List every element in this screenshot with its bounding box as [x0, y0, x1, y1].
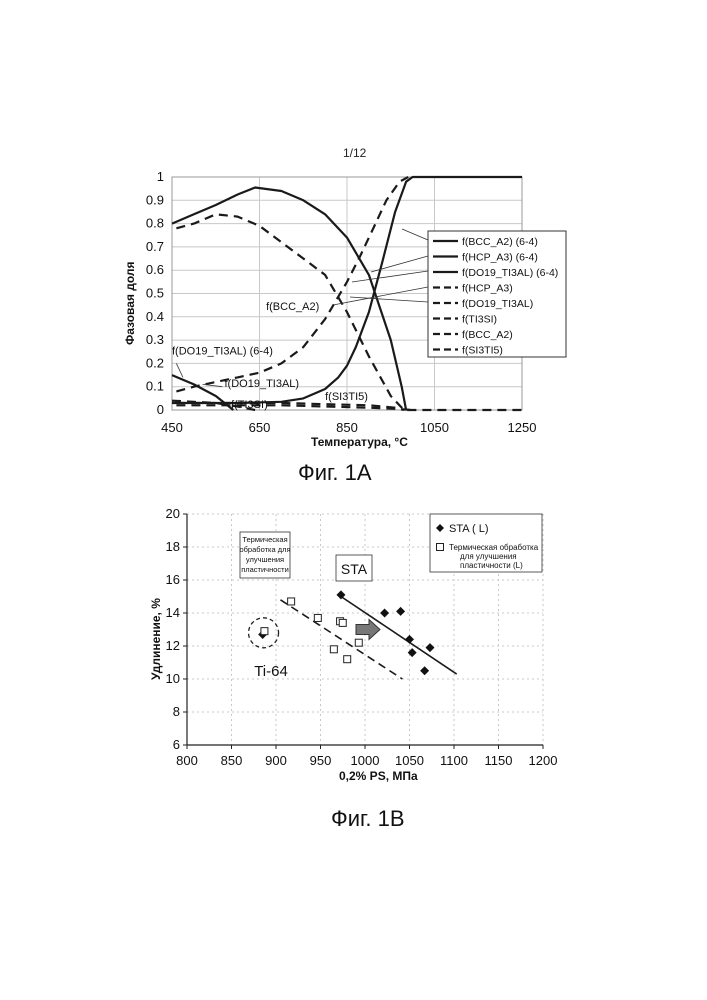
chart-a-ytick: 0.4 [146, 309, 164, 324]
chart-a-ytick: 0 [157, 402, 164, 417]
chart-a-annotation: f(DO19_TI3AL) (6-4) [172, 345, 273, 357]
chart-b-ytick: 8 [173, 704, 180, 719]
page-number: 1/12 [343, 146, 367, 160]
chart-a-ytick: 0.2 [146, 355, 164, 370]
boxed-note-line: пластичности [241, 565, 289, 574]
chart-b-point-sta [425, 643, 434, 652]
chart-a-xtick: 450 [161, 420, 183, 435]
chart-a-legend-label: f(HCP_A3) (6-4) [462, 252, 538, 264]
figure-page: 1/12 0 0.1 0.2 0.3 0.4 0.5 0.6 0.7 0.8 0.9 1 450 65… [0, 0, 707, 1000]
chart-b-xtick: 950 [310, 753, 332, 768]
chart-a-legend-label: f(BCC_A2) [462, 329, 513, 341]
boxed-note-line: Термическая [242, 535, 287, 544]
chart-a-leader-line [402, 229, 428, 240]
chart-b-point-ductility [355, 639, 362, 646]
chart-b-point-ductility [344, 656, 351, 663]
chart-b-ytick: 6 [173, 737, 180, 752]
ti64-label: Ti-64 [254, 663, 288, 680]
chart-b-point-sta [405, 635, 414, 644]
chart-a-series-0 [172, 188, 406, 411]
chart-a-ytick: 0.3 [146, 332, 164, 347]
chart-b-xtick: 800 [176, 753, 198, 768]
chart-b-point-ductility [339, 619, 346, 626]
chart-b-xtick: 900 [265, 753, 287, 768]
chart-b-ytick: 14 [166, 605, 180, 620]
chart-b-legend-label: STA ( L) [449, 523, 489, 535]
chart-a-ytick: 0.1 [146, 379, 164, 394]
chart-a-leader-line [352, 271, 428, 282]
chart-b-trend-line-0 [341, 597, 457, 675]
chart-a-annotation: f(DO19_TI3AL) [225, 378, 300, 390]
chart-b-point-ductility [330, 646, 337, 653]
chart-a-leader-line [371, 256, 428, 272]
boxed-note-line: улучшения [246, 555, 284, 564]
chart-a-ytick: 0.6 [146, 262, 164, 277]
chart-a-legend-label: f(HCP_A3) [462, 283, 513, 295]
chart-a-legend-label: f(DO19_TI3AL) (6-4) [462, 267, 558, 279]
chart-b-ytick: 10 [166, 671, 180, 686]
elongation-vs-strength-chart: 6 8 10 12 14 16 18 20 800 850 900 950 1000 1050 1100 1… [149, 506, 557, 831]
chart-a-xtick: 1050 [420, 420, 449, 435]
chart-a-xtick: 1250 [508, 420, 537, 435]
boxed-note-line: обработка для [239, 545, 290, 554]
chart-b-point-ductility [314, 614, 321, 621]
chart-b-ylabel: Удлинение, % [149, 598, 163, 680]
chart-b-xtick: 1200 [529, 753, 558, 768]
chart-a-annotation: f(BCC_A2) [266, 301, 319, 313]
chart-b-point-sta [420, 666, 429, 675]
chart-b-point-ductility [261, 628, 268, 635]
chart-a-annotation: f(SI3TI5) [325, 391, 368, 403]
chart-a-annotation: f(TI3SI) [231, 399, 268, 411]
chart-a-ytick: 0.8 [146, 216, 164, 231]
chart-b-point-sta [396, 607, 405, 616]
chart-b-xtick: 1000 [351, 753, 380, 768]
chart-a-ytick: 0.5 [146, 286, 164, 301]
figure-1a-caption: Фиг. 1A [298, 460, 372, 485]
chart-b-ytick: 18 [166, 539, 180, 554]
chart-b-ytick: 20 [166, 506, 180, 521]
chart-a-series-4 [176, 177, 408, 391]
chart-a-xlabel: Температура, °C [311, 435, 408, 449]
sta-label: STA [341, 561, 368, 577]
chart-b-point-ductility [288, 598, 295, 605]
figure-1b-caption: Фиг. 1B [331, 806, 405, 831]
chart-b-legend: STA ( L)Термическая обработкадля улучшен… [430, 514, 542, 572]
shift-arrow-icon [356, 620, 380, 640]
chart-b-legend-swatch-ductility [437, 544, 444, 551]
chart-a-legend-label: f(TI3SI) [462, 314, 497, 326]
chart-a-ytick: 0.9 [146, 192, 164, 207]
chart-b-point-sta [380, 609, 389, 618]
chart-a-xtick: 850 [336, 420, 358, 435]
chart-b-ytick: 16 [166, 572, 180, 587]
chart-a-ylabel: Фазовая доля [123, 261, 137, 345]
chart-b-xtick: 850 [221, 753, 243, 768]
phase-fraction-chart: 0 0.1 0.2 0.3 0.4 0.5 0.6 0.7 0.8 0.9 1 450 650 850 1… [123, 169, 566, 485]
chart-a-legend-label: f(SI3TI5) [462, 345, 503, 357]
chart-b-xtick: 1100 [440, 753, 468, 768]
chart-b-xtick: 1050 [395, 753, 424, 768]
chart-a-legend-label: f(BCC_A2) (6-4) [462, 236, 538, 248]
chart-b-ytick: 12 [166, 638, 180, 653]
chart-b-xtick: 1150 [485, 753, 513, 768]
chart-a-ytick: 1 [157, 169, 164, 184]
chart-a-legend-label: f(DO19_TI3AL) [462, 298, 533, 310]
chart-b-xlabel: 0,2% PS, МПа [339, 769, 418, 783]
chart-a-xtick: 650 [249, 420, 271, 435]
chart-a-leader-line [176, 363, 183, 377]
chart-a-ytick: 0.7 [146, 239, 164, 254]
